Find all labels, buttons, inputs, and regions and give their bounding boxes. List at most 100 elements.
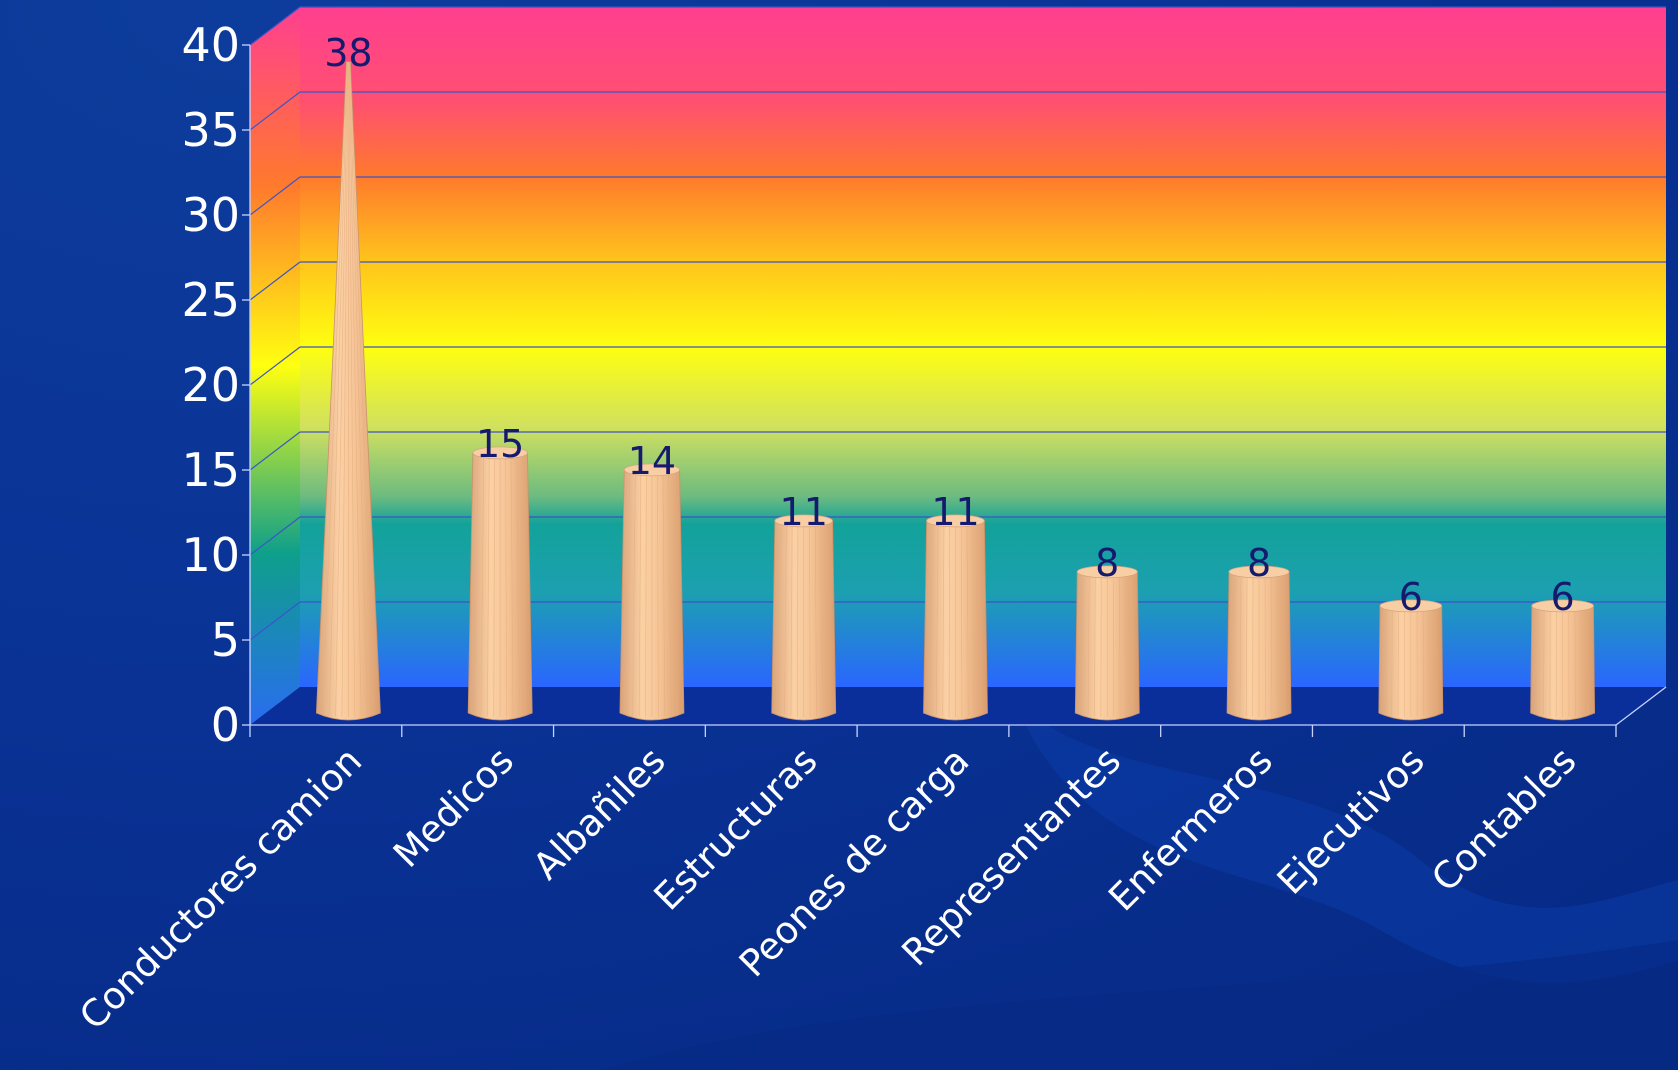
bar-cone-8 (1378, 599, 1444, 721)
bar-top (1531, 599, 1594, 613)
gridline-side (249, 601, 301, 641)
bar-facet (645, 469, 647, 717)
bar-facet (1130, 571, 1134, 715)
data-label: 15 (476, 422, 524, 466)
bar-top (1379, 599, 1443, 613)
bar-facet (657, 469, 659, 717)
gridline-side (249, 91, 301, 131)
bar-facet (1081, 571, 1084, 715)
bar-facet (1087, 571, 1090, 716)
bar-facet (335, 61, 348, 717)
bar-facet (1233, 571, 1236, 715)
bar-facet (972, 520, 976, 716)
bar-facet (322, 61, 348, 715)
bar-facet (948, 520, 951, 717)
y-tick-label: 35 (181, 103, 240, 157)
gridline-side (249, 6, 301, 46)
bar-facet (1384, 605, 1387, 715)
bar-facet (1118, 571, 1121, 717)
bar-facet (480, 452, 485, 716)
bar-facet (796, 520, 799, 717)
bar-facet (1586, 605, 1589, 715)
bar-facet (474, 452, 479, 715)
bar-facet (328, 61, 348, 716)
bar-cone-5 (923, 514, 988, 721)
bar-top (774, 514, 833, 528)
gridline-side (249, 261, 301, 301)
bar-facet (516, 452, 520, 716)
bar-cone-7 (1226, 565, 1292, 721)
bar-facet (942, 520, 945, 717)
background-swoosh (1010, 690, 1678, 983)
bar-facet (820, 520, 824, 716)
bar-facet (668, 469, 672, 716)
bar-facet (814, 520, 817, 717)
bar-facet (349, 61, 375, 715)
bar-top (623, 463, 681, 477)
bar-facet (1391, 605, 1393, 716)
gridline-side (249, 176, 301, 216)
floor-edge (1615, 686, 1667, 726)
bar-facet (341, 61, 349, 717)
background-swoosh-2 (600, 940, 1678, 1070)
y-tick-label: 40 (181, 18, 240, 72)
y-tick-label: 25 (181, 273, 240, 327)
bar-top (926, 514, 985, 528)
gridline-side (249, 346, 301, 386)
data-label: 8 (1095, 541, 1119, 585)
bar-cone-2 (467, 446, 533, 721)
bar-facet (935, 520, 939, 716)
bar-facet (1282, 571, 1286, 715)
bar-cone-4 (771, 514, 837, 721)
bar-facet (638, 469, 642, 717)
bar-facet (978, 520, 982, 715)
bar-facet (929, 520, 933, 715)
bar-facet (625, 469, 631, 715)
data-label: 6 (1551, 575, 1575, 619)
bar-facet (521, 452, 527, 715)
bar-facet (960, 520, 963, 717)
data-label: 6 (1399, 575, 1423, 619)
bar-facet (1239, 571, 1242, 716)
bar-facet (809, 520, 811, 717)
bar-facet (1245, 571, 1248, 717)
y-tick-label: 5 (211, 613, 240, 667)
bar-facet (1543, 605, 1545, 716)
data-label: 11 (931, 490, 979, 534)
bar-facet (632, 469, 636, 716)
y-tick-label: 15 (181, 443, 240, 497)
bar-top (1228, 565, 1290, 579)
y-tick-label: 0 (211, 698, 240, 752)
bar-facet (662, 469, 666, 717)
bar-cone-9 (1530, 599, 1596, 721)
bar-facet (487, 452, 490, 717)
bar-cone-1 (315, 61, 381, 721)
bar-facet (826, 520, 830, 715)
data-label: 8 (1247, 541, 1271, 585)
y-tick-label: 30 (181, 188, 240, 242)
bar-facet (966, 520, 969, 717)
bar-cone-6 (1074, 565, 1140, 721)
data-label: 38 (324, 31, 372, 75)
bar-facet (784, 520, 787, 716)
gridline-side (249, 431, 301, 471)
bar-facet (510, 452, 514, 717)
bar-facet (1094, 571, 1096, 717)
bar-facet (505, 452, 507, 717)
bar-facet (1124, 571, 1127, 716)
bar-facet (493, 452, 496, 717)
bar-facet (348, 61, 356, 717)
bar-top (1076, 565, 1138, 579)
bar-facet (673, 469, 678, 715)
bar-facet (1276, 571, 1279, 716)
bar-cone-3 (619, 463, 685, 721)
bar-facet (1270, 571, 1273, 717)
bar-top (472, 446, 528, 460)
bar-facet (1536, 605, 1539, 715)
gridline-side (249, 516, 301, 556)
bar-facet (790, 520, 793, 717)
data-label: 11 (780, 490, 828, 534)
data-label: 14 (628, 439, 676, 483)
y-tick-label: 10 (181, 528, 240, 582)
